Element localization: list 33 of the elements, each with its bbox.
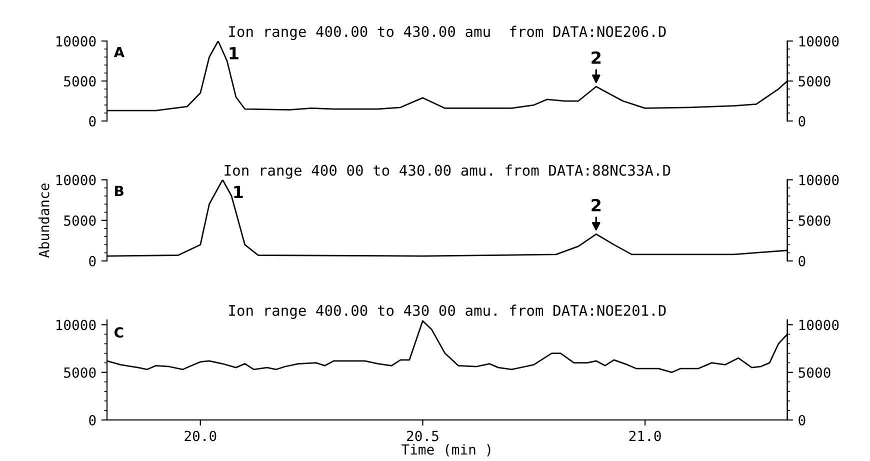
annotation: 2 <box>592 51 600 64</box>
annotation: 1 <box>230 47 238 60</box>
y-tick-label: 10000 <box>56 174 96 186</box>
y-axis-title: Abundance <box>38 184 50 258</box>
y2-tick-label: 0 <box>798 116 806 127</box>
y2-tick-label: 10000 <box>799 320 839 330</box>
y2-tick-label: 10000 <box>799 174 839 186</box>
chart-title: Ion range 400.00 to 430.00 amu from DATA:NOE206.D <box>229 26 666 40</box>
x-tick-label: 20.0 <box>184 430 216 442</box>
annotation: 2 <box>592 198 600 212</box>
y-tick-label: 0 <box>89 256 96 266</box>
annotation: A <box>114 47 124 58</box>
y-tick-label: 10000 <box>56 36 96 47</box>
y-tick-label: 5000 <box>64 76 96 87</box>
y2-tick-label: 0 <box>798 414 806 426</box>
y2-tick-label: 10000 <box>799 36 839 47</box>
x-axis-title: Time (min ) <box>402 444 490 456</box>
y2-tick-label: 5000 <box>798 76 830 87</box>
y-tick-label: 0 <box>89 414 96 426</box>
y2-tick-label: 5000 <box>798 215 830 226</box>
chart-title: Ion range 400.00 to 430 00 amu. from DATA:NOE201.D <box>229 304 666 319</box>
chart-title: Ion range 400 00 to 430.00 amu. from DATA:88NC33A.D <box>224 164 670 179</box>
x-tick-label: 20.5 <box>407 430 438 442</box>
y2-tick-label: 5000 <box>798 367 830 378</box>
y-tick-label: 5000 <box>64 367 96 378</box>
y-tick-label: 0 <box>89 116 96 127</box>
annotation: 1 <box>234 186 243 198</box>
y2-tick-label: 0 <box>798 256 806 266</box>
y-tick-label: 10000 <box>56 320 96 330</box>
annotation: C <box>114 327 124 338</box>
x-tick-label: 21.0 <box>629 430 661 442</box>
annotation: B <box>115 186 124 196</box>
y-tick-label: 5000 <box>64 215 96 226</box>
